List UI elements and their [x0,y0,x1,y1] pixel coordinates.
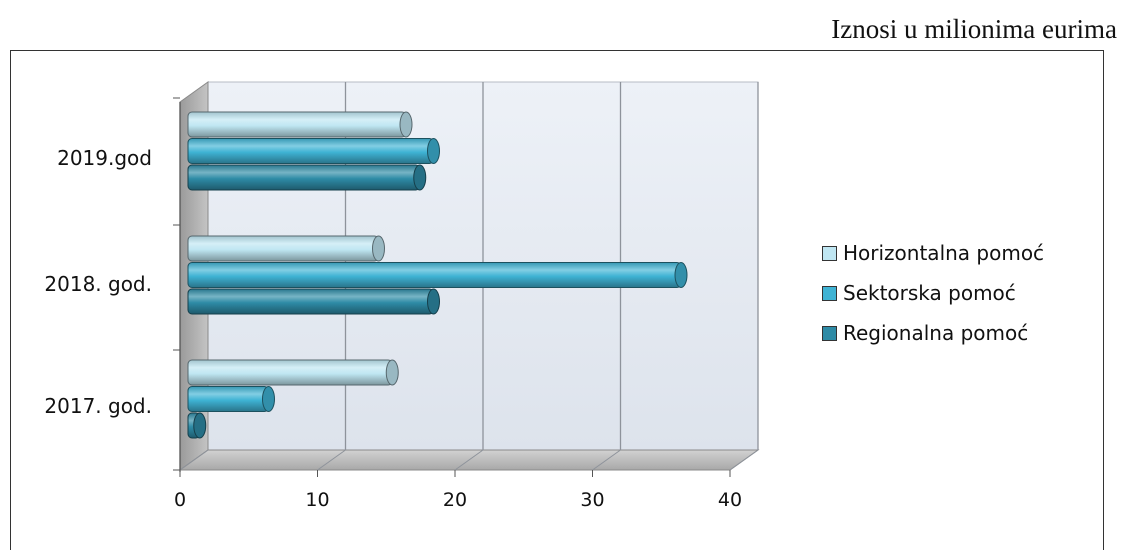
bar-end-cap [372,235,385,262]
x-tick-label: 30 [580,489,604,511]
bar [187,262,682,288]
bar-end-cap [674,262,688,288]
legend-item: Horizontalna pomoć [822,233,1044,273]
x-tick-label: 0 [174,489,186,511]
legend-label: Regionalna pomoć [843,321,1029,345]
bar [187,359,393,386]
chart-frame [10,50,1104,550]
bar [187,111,407,138]
bar-end-cap [427,288,440,315]
x-tick-label: 20 [443,489,467,511]
floor-gridline [729,449,759,471]
legend-swatch [822,325,837,341]
x-tick-label: 10 [305,489,329,511]
category-label: 2019.god [57,146,152,170]
bar-end-cap [413,164,427,191]
bar-end-cap [399,111,413,138]
bar [187,288,434,315]
bar-chart: 0 10 20 30 40 2019.god 2018. god. 2017. god. [44,81,760,511]
floor-gridline [454,449,484,471]
bar [187,386,269,412]
bar-end-cap [427,138,440,164]
bar [187,138,434,164]
legend-swatch [822,245,837,261]
bar [187,164,421,191]
bar-end-cap [193,412,207,439]
bar [187,235,379,262]
floor-gridline [592,449,621,471]
x-tick-label: 40 [718,489,742,511]
floor-gridline [317,449,346,471]
legend: Horizontalna pomoć Sektorska pomoć Regiona… [822,233,1044,353]
floor-gridline [179,449,209,471]
category-label: 2017. god. [44,394,152,418]
legend-item: Regionalna pomoć [822,313,1044,353]
bar-end-cap [385,359,399,386]
legend-swatch [822,285,837,301]
legend-item: Sektorska pomoć [822,273,1044,313]
legend-label: Sektorska pomoć [843,281,1016,305]
category-label: 2018. god. [44,272,152,296]
legend-label: Horizontalna pomoć [843,241,1045,265]
units-note: Iznosi u milionima eurima [831,14,1117,44]
bar-end-cap [262,386,275,412]
